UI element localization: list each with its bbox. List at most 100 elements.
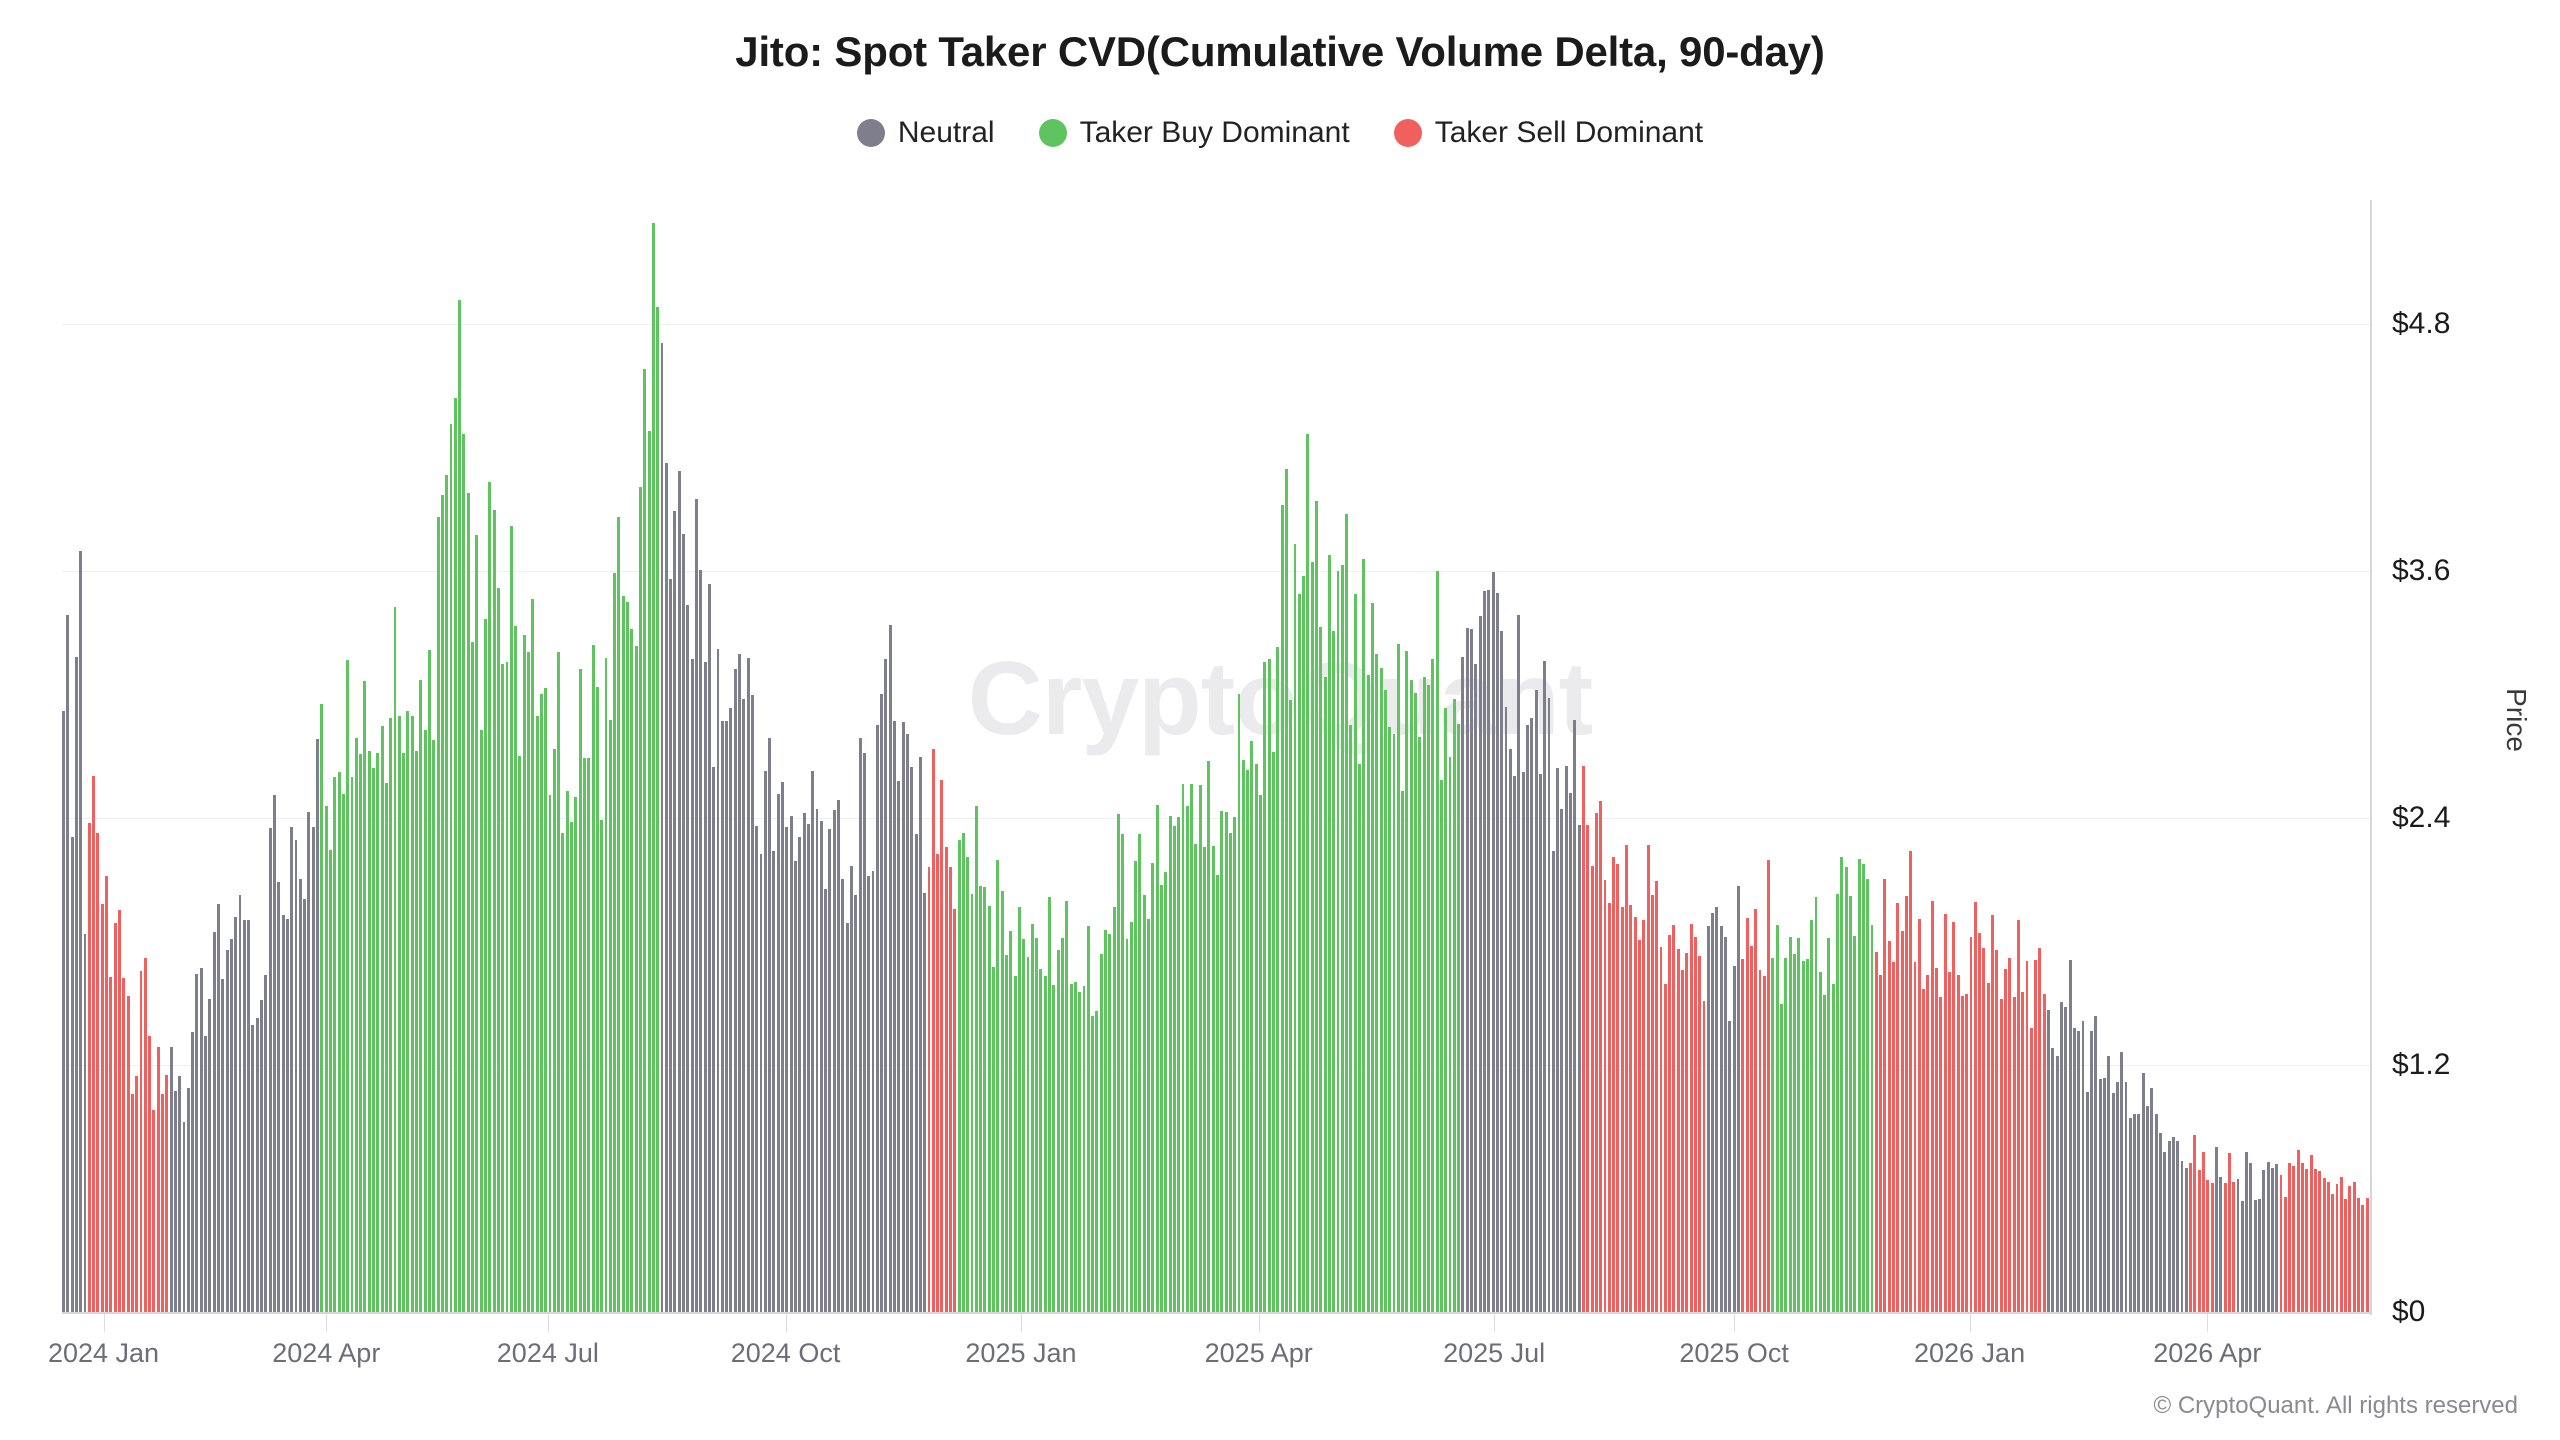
bar [79, 551, 83, 1312]
bar [247, 920, 251, 1312]
bar [2240, 1200, 2244, 1312]
bar [1147, 918, 1151, 1312]
bar [1013, 976, 1017, 1312]
bar [294, 839, 298, 1312]
legend-item[interactable]: Taker Sell Dominant [1393, 116, 1703, 150]
bar [1612, 857, 1616, 1312]
bar [2206, 1179, 2210, 1312]
bar [931, 748, 935, 1312]
bar [1926, 975, 1930, 1312]
bar [2219, 1176, 2223, 1312]
bar [2301, 1162, 2305, 1312]
bar [440, 495, 444, 1312]
bar [341, 794, 345, 1312]
bar [1439, 779, 1443, 1312]
bar [1358, 764, 1362, 1312]
bar [2236, 1179, 2240, 1312]
bar [918, 757, 922, 1312]
bar [970, 894, 974, 1312]
bar [1982, 948, 1986, 1312]
bar [337, 771, 341, 1312]
bar [1284, 469, 1288, 1312]
bar [2184, 1168, 2188, 1312]
bar [1327, 554, 1331, 1312]
x-tick-label: 2024 Oct [730, 1338, 841, 1368]
bar [1448, 757, 1452, 1312]
bar [1396, 643, 1400, 1312]
bar [1823, 995, 1827, 1312]
bar [1362, 558, 1366, 1312]
y-tick-label: $1.2 [2392, 1047, 2451, 1081]
bar [1655, 881, 1659, 1312]
bar [1698, 956, 1702, 1312]
bar [2357, 1197, 2360, 1312]
bar [1887, 940, 1891, 1312]
bar [1078, 991, 1082, 1312]
bar [2275, 1163, 2279, 1312]
bar [845, 923, 849, 1312]
bar [703, 661, 707, 1312]
bar [161, 1094, 164, 1312]
bar [1530, 718, 1534, 1312]
bar [225, 950, 229, 1312]
bar [673, 510, 677, 1312]
y-axis-line [2370, 200, 2372, 1315]
bar [983, 887, 987, 1312]
bar [1930, 900, 1934, 1312]
bar [733, 669, 737, 1312]
bar [974, 806, 978, 1312]
bar [2090, 1030, 2094, 1312]
bar [707, 583, 711, 1312]
legend-item[interactable]: Neutral [856, 116, 995, 150]
bar [1039, 969, 1043, 1312]
bar [1108, 934, 1112, 1312]
bar [957, 839, 961, 1312]
x-tick-label: 2025 Jan [965, 1338, 1077, 1368]
bar [2081, 1020, 2085, 1312]
bar [583, 758, 586, 1312]
x-tick-mark [1020, 1314, 1022, 1332]
bar [1444, 707, 1448, 1312]
bar [1904, 896, 1908, 1312]
bar [1771, 957, 1775, 1312]
bar [888, 624, 892, 1312]
bar [1461, 656, 1465, 1312]
bar [2266, 1161, 2270, 1312]
bar [1749, 945, 1753, 1312]
bar [2335, 1184, 2339, 1312]
bar [1138, 833, 1142, 1312]
bar [2141, 1072, 2145, 1312]
x-tick-mark [785, 1314, 787, 1332]
bar [794, 860, 797, 1312]
x-tick-label: 2024 Apr [272, 1338, 381, 1368]
bar [1465, 627, 1469, 1312]
bar [1073, 981, 1077, 1312]
bar [1022, 939, 1026, 1312]
bar [1401, 791, 1405, 1312]
bar [2077, 1031, 2081, 1312]
bar [2292, 1166, 2296, 1312]
bar [535, 716, 539, 1312]
bar [1056, 950, 1060, 1312]
bar [639, 487, 642, 1312]
legend-item[interactable]: Taker Buy Dominant [1038, 116, 1350, 150]
bar [910, 766, 914, 1312]
bar [893, 720, 896, 1312]
bar [130, 1093, 134, 1312]
bar [953, 908, 957, 1312]
bar [186, 1087, 190, 1312]
bar [1207, 760, 1211, 1312]
bar [1917, 918, 1921, 1312]
bar [212, 932, 216, 1312]
plot-area [62, 200, 2370, 1312]
bar [1767, 859, 1771, 1312]
bar [1482, 590, 1486, 1312]
bar [2344, 1198, 2348, 1312]
bar [1870, 924, 1874, 1312]
bar [415, 751, 418, 1312]
bar [324, 806, 328, 1312]
bar [1586, 824, 1590, 1312]
bar [505, 661, 509, 1312]
bar [376, 752, 380, 1312]
bar [729, 707, 733, 1312]
